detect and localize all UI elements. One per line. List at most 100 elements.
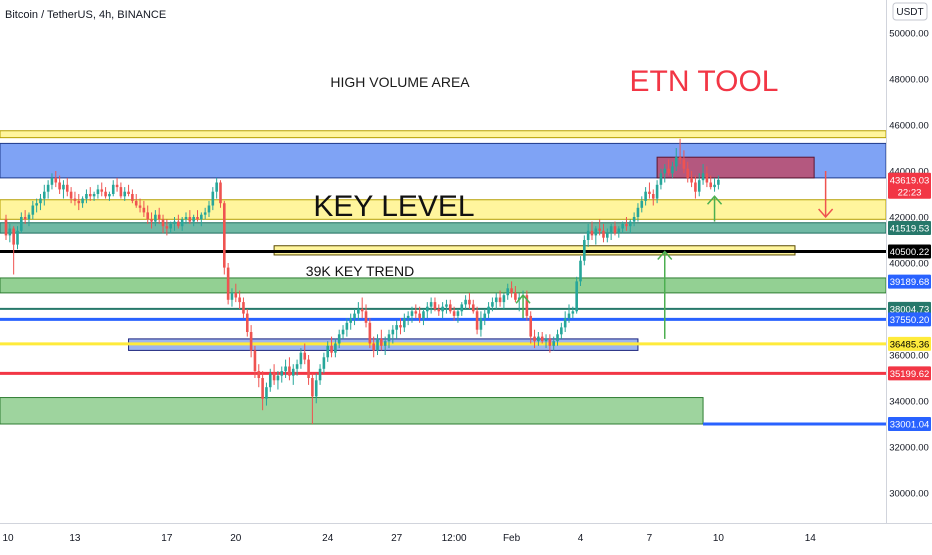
candle-body [448, 304, 452, 312]
candle-body [215, 182, 218, 192]
candle [349, 313, 352, 330]
candle-body [203, 212, 207, 215]
candle-body [314, 380, 318, 397]
candle-body [391, 329, 395, 335]
level-36485-badge[interactable]: 36485.36 [888, 336, 931, 351]
candle-body [326, 345, 330, 358]
candle [146, 205, 150, 224]
candle [364, 304, 368, 328]
price-axis[interactable] [887, 0, 932, 523]
candle-body [552, 341, 555, 346]
candle [368, 318, 372, 349]
candle-body [142, 207, 146, 213]
candle-body [563, 318, 567, 328]
candle [514, 286, 517, 303]
candle [479, 311, 483, 337]
candle [188, 210, 192, 224]
candle-body [39, 198, 42, 204]
currency-badge[interactable] [892, 2, 928, 21]
candle-body [219, 182, 222, 204]
candle [27, 212, 31, 227]
level-33001-badge[interactable]: 33001.04 [888, 416, 931, 431]
candle [322, 352, 326, 374]
time-tick-label: 13 [69, 533, 81, 544]
key-trend-annotation: 39K KEY TREND [306, 263, 414, 279]
candle [540, 332, 544, 344]
candle-body [334, 343, 337, 353]
candle [590, 221, 594, 240]
candle [667, 159, 670, 176]
level-39189-badge[interactable]: 39189.68 [888, 274, 931, 289]
candle-body [560, 327, 563, 335]
candle [184, 212, 188, 224]
candle [77, 194, 81, 211]
candle [177, 214, 180, 229]
candle [456, 309, 460, 323]
candle [410, 306, 414, 323]
candle-body [613, 226, 617, 234]
candle [196, 210, 199, 222]
candle [4, 214, 8, 240]
candle [433, 297, 437, 312]
time-tick-label: 14 [805, 533, 817, 544]
arrow-head [818, 208, 834, 219]
candle [226, 263, 230, 305]
candle [230, 288, 234, 307]
candle [330, 336, 333, 358]
candle-body [249, 332, 253, 351]
high-volume-annotation: HIGH VOLUME AREA [330, 74, 470, 90]
candle [115, 177, 119, 192]
candle-body [644, 191, 647, 201]
candle-body [590, 230, 594, 236]
candle-body [134, 200, 138, 206]
candle [157, 207, 161, 224]
candles-layer [4, 138, 720, 424]
candle-body [483, 313, 487, 319]
candle-body [353, 313, 356, 319]
candle-body [655, 184, 659, 199]
candle-body [441, 306, 444, 312]
candle [357, 302, 360, 321]
level-37550-badge[interactable]: 37550.20 [888, 312, 931, 327]
price-tick-label: 30000.00 [889, 489, 929, 500]
top-yellow-zone [0, 130, 887, 139]
candle-body [713, 184, 716, 188]
candle [579, 256, 582, 286]
candle-body [123, 191, 127, 197]
candle [418, 306, 421, 323]
candle [257, 364, 261, 388]
candle [655, 180, 659, 204]
candle [219, 180, 222, 208]
candle-body [537, 336, 540, 342]
candle-body [571, 311, 575, 314]
level-40500-badge[interactable]: 40500.22 [888, 244, 931, 259]
candle-body [648, 191, 651, 194]
candle-body [705, 173, 709, 183]
red-down-arrow [818, 171, 834, 219]
candle [311, 373, 314, 424]
candle [288, 357, 291, 381]
candle-body [383, 341, 387, 346]
candle [337, 329, 341, 349]
candle-body [88, 194, 92, 197]
candle [43, 184, 46, 206]
candle [253, 345, 257, 378]
candle [161, 214, 165, 234]
candle [203, 207, 207, 220]
level-41519-badge[interactable]: 41519.53 [888, 221, 931, 236]
candle [403, 313, 406, 332]
candle-body [65, 184, 69, 192]
candle-body [406, 315, 410, 319]
candle-body [651, 194, 655, 199]
time-tick-label: 10 [713, 533, 725, 544]
green-zone-33000 [0, 397, 704, 425]
candle-body [636, 207, 640, 217]
level-35199-badge[interactable]: 35199.62 [888, 366, 931, 381]
candle-body [253, 350, 257, 372]
candle [556, 329, 559, 346]
candle [104, 187, 107, 199]
